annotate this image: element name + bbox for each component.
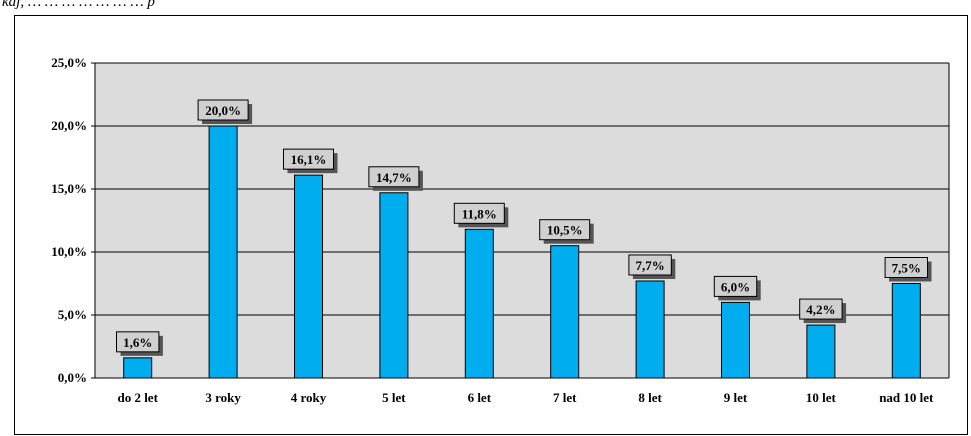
- data-label-text-2: 16,1%: [291, 152, 327, 167]
- bar-3: [379, 192, 409, 379]
- data-label-box-9: [884, 257, 928, 278]
- data-label-text-8: 4,2%: [806, 302, 835, 317]
- x-tick-label-8: 10 let: [806, 390, 837, 405]
- y-tick-label-2: 10,0%: [51, 244, 87, 259]
- data-label-box-8: [799, 298, 843, 320]
- data-label-box-4: [453, 202, 505, 224]
- data-label-box-3: [368, 166, 420, 188]
- bar-1: [208, 125, 238, 379]
- x-tick-label-7: 9 let: [724, 390, 748, 405]
- y-tick-label-3: 15,0%: [51, 181, 87, 196]
- data-label-8: 4,2%: [799, 298, 847, 324]
- data-label-text-9: 7,5%: [892, 261, 921, 276]
- data-label-2: 16,1%: [283, 148, 338, 174]
- data-label-text-4: 11,8%: [462, 206, 497, 221]
- bar-2: [294, 174, 323, 379]
- data-label-box-1: [197, 99, 249, 121]
- x-tick-label-6: 8 let: [638, 390, 662, 405]
- x-tick-label-1: 3 roky: [205, 390, 241, 405]
- bar-5: [550, 245, 580, 379]
- data-label-0: 1,6%: [116, 331, 163, 356]
- data-label-box-0: [116, 331, 160, 353]
- data-label-9: 7,5%: [884, 257, 932, 282]
- data-label-box-5: [539, 219, 591, 241]
- y-tick-labels: 0,0% 5,0% 10,0% 15,0% 20,0% 25,0%: [51, 55, 87, 385]
- x-tick-label-5: 7 let: [553, 390, 577, 405]
- bar-9: [891, 283, 921, 379]
- figure-caption: kaj, … … … … … … … p: [2, 0, 155, 10]
- bar-7: [721, 301, 750, 379]
- bar-4: [464, 228, 494, 379]
- data-label-7: 6,0%: [713, 275, 761, 301]
- data-label-box-2: [283, 148, 334, 170]
- data-label-box-6: [628, 254, 672, 276]
- axes: [91, 62, 950, 379]
- bar-8: [806, 324, 836, 379]
- data-label-6: 7,7%: [628, 254, 676, 279]
- y-tick-label-0: 0,0%: [58, 370, 87, 385]
- bar-6: [635, 280, 665, 379]
- data-label-text-5: 10,5%: [547, 223, 583, 238]
- x-tick-label-2: 4 roky: [291, 390, 327, 405]
- data-label-4: 11,8%: [453, 202, 509, 228]
- x-tick-label-0: do 2 let: [117, 390, 158, 405]
- data-label-text-0: 1,6%: [123, 335, 152, 350]
- x-tick-label-9: nad 10 let: [879, 390, 934, 405]
- x-tick-labels: do 2 let 3 roky 4 roky 5 let 6 let 7 let 8 let…: [117, 390, 934, 405]
- data-label-text-6: 7,7%: [635, 258, 664, 273]
- data-label-text-7: 6,0%: [721, 279, 750, 294]
- data-label-text-1: 20,0%: [205, 103, 241, 118]
- bar-0: [123, 357, 153, 379]
- y-tick-label-5: 25,0%: [51, 55, 87, 70]
- data-label-text-3: 14,7%: [376, 170, 412, 185]
- bars: [123, 125, 921, 379]
- y-tick-label-4: 20,0%: [51, 118, 87, 133]
- data-labels: 1,6% 20,0% 16,1% 14,7% 11,8% 10,5% 7,7% 6,0% 4,2…: [116, 99, 932, 356]
- data-label-box-7: [713, 275, 758, 297]
- data-label-3: 14,7%: [368, 166, 423, 191]
- data-label-1: 20,0%: [197, 99, 253, 124]
- data-label-5: 10,5%: [539, 219, 594, 244]
- x-tick-label-3: 5 let: [382, 390, 406, 405]
- x-tick-label-4: 6 let: [468, 390, 492, 405]
- y-tick-label-1: 5,0%: [58, 307, 87, 322]
